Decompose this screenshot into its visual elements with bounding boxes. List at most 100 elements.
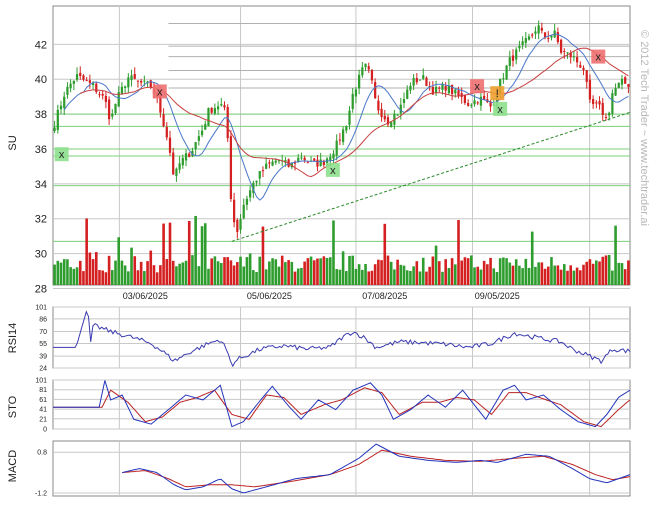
candle-body <box>178 163 181 170</box>
volume-bar <box>543 268 547 285</box>
volume-bar <box>300 268 303 285</box>
volume-bar <box>556 265 560 285</box>
candle-body <box>608 112 611 116</box>
volume-bar <box>537 262 540 285</box>
rsi-tick-label: 86 <box>39 316 47 323</box>
candle-body <box>422 75 425 79</box>
volume-bar <box>287 260 290 285</box>
candle-body <box>322 160 325 165</box>
candle-body <box>354 89 358 97</box>
candle-body <box>149 80 152 88</box>
volume-bar <box>82 271 85 285</box>
volume-bar <box>123 265 127 285</box>
candle-body <box>335 140 338 156</box>
candle-body <box>63 96 66 109</box>
volume-bar <box>229 260 233 285</box>
candle-body <box>229 136 233 199</box>
volume-bar <box>143 271 146 285</box>
volume-bar <box>364 263 367 285</box>
candle-body <box>550 35 553 38</box>
volume-bar <box>338 269 342 285</box>
candle-body <box>69 83 72 89</box>
candle-body <box>232 199 236 223</box>
volume-bar <box>200 226 204 285</box>
volume-bar <box>271 258 274 285</box>
candle-body <box>274 160 277 163</box>
volume-bar <box>595 260 598 285</box>
volume-bar <box>152 265 156 285</box>
candle-body <box>341 129 345 143</box>
candle-body <box>72 80 75 85</box>
candle-body <box>127 77 130 88</box>
volume-bar <box>399 264 403 285</box>
volume-bar <box>415 261 419 285</box>
volume-bar <box>476 266 480 285</box>
candle-body <box>473 100 476 105</box>
volume-bar <box>367 271 371 285</box>
candle-body <box>329 156 332 161</box>
candle-body <box>585 70 588 82</box>
volume-bar <box>361 269 364 285</box>
rsi-axis-label: RSI14 <box>7 323 19 354</box>
sto-frame <box>52 379 631 430</box>
candle-body <box>415 78 418 83</box>
volume-bar <box>210 258 213 285</box>
price-tick-label: 38 <box>35 109 47 121</box>
volume-bar <box>569 265 572 285</box>
candle-body <box>543 32 547 38</box>
volume-bar <box>133 256 137 285</box>
candle-body <box>213 108 217 114</box>
candle-body <box>284 160 287 163</box>
price-tick-label: 42 <box>35 39 47 51</box>
candle-body <box>223 105 226 108</box>
candle-body <box>226 107 229 139</box>
volume-bar <box>460 260 464 285</box>
volume-bar <box>351 255 355 285</box>
candle-body <box>361 67 364 76</box>
volume-bar <box>607 254 611 285</box>
signal-marker-label: ! <box>496 88 499 100</box>
volume-bar <box>293 271 297 285</box>
volume-bar <box>226 257 230 285</box>
volume-bar <box>146 261 149 285</box>
candle-body <box>297 157 300 162</box>
candle-body <box>479 96 483 106</box>
volume-bar <box>553 265 556 285</box>
volume-bar <box>495 271 499 285</box>
sto-tick-label: 101 <box>35 378 47 385</box>
volume-bar <box>444 259 447 285</box>
date-tick-label: 05/06/2025 <box>247 291 292 301</box>
volume-bar <box>357 264 361 285</box>
candle-body <box>431 86 434 95</box>
candle-body <box>91 83 95 86</box>
candle-body <box>140 80 143 83</box>
macd-tick-label: 0.8 <box>37 450 47 457</box>
volume-bar <box>505 258 508 285</box>
volume-bar <box>114 260 117 285</box>
volume-bar <box>194 215 197 285</box>
candle-body <box>386 117 390 125</box>
candle-body <box>434 86 438 93</box>
candle-body <box>559 39 563 53</box>
candle-body <box>518 45 521 49</box>
volume-bar <box>309 256 313 285</box>
candle-body <box>489 102 492 107</box>
volume-bar <box>604 255 608 285</box>
candle-body <box>162 114 165 127</box>
candle-body <box>617 82 620 89</box>
candle-body <box>595 102 598 104</box>
volume-bar <box>136 270 140 285</box>
candle-body <box>521 41 524 46</box>
candle-body <box>53 127 56 132</box>
candle-body <box>508 57 511 66</box>
candle-body <box>124 86 127 88</box>
volume-bar <box>479 269 483 285</box>
candle-body <box>107 99 111 120</box>
volume-bar <box>409 271 412 285</box>
candle-body <box>265 163 268 169</box>
candle-body <box>220 103 223 106</box>
candle-body <box>120 86 124 94</box>
volume-bar <box>187 220 191 285</box>
candle-body <box>402 99 406 103</box>
volume-bar <box>575 267 579 285</box>
